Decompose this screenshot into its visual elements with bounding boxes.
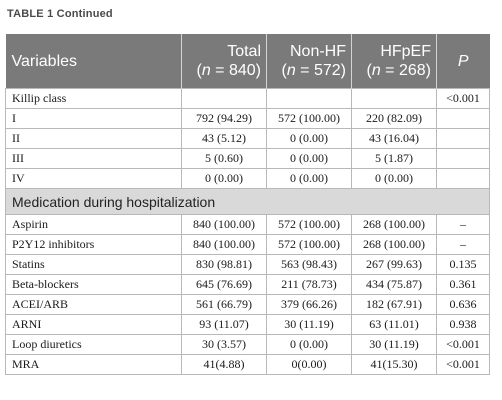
header-variables: Variables (5, 34, 182, 89)
table-row: MRA 41(4.88) 0(0.00) 41(15.30) <0.001 (5, 354, 490, 375)
p-value-cell: <0.001 (436, 88, 490, 109)
data-table: Variables Total (n = 840) Non-HF (n = 57… (5, 34, 490, 375)
hfpef-cell: 267 (99.63) (351, 254, 437, 275)
p-value-cell: <0.001 (436, 354, 490, 375)
non-hf-cell: 572 (100.00) (266, 234, 352, 255)
table-row: Killip class <0.001 (5, 88, 490, 109)
total-cell: 41(4.88) (181, 354, 267, 375)
p-value-cell (436, 128, 490, 149)
table-caption: TABLE 1 Continued (7, 8, 113, 20)
total-cell: 792 (94.29) (181, 108, 267, 129)
table-row: Loop diuretics 30 (3.57) 0 (0.00) 30 (11.19… (5, 334, 490, 355)
non-hf-cell (266, 88, 352, 109)
header-label: Variables (11, 52, 78, 70)
non-hf-cell: 30 (11.19) (266, 314, 352, 335)
p-value-cell: – (436, 214, 490, 235)
hfpef-cell: 434 (75.87) (351, 274, 437, 295)
total-cell: 645 (76.69) (181, 274, 267, 295)
header-label: Non-HF (289, 43, 346, 60)
hfpef-cell: 43 (16.04) (351, 128, 437, 149)
table-row: II 43 (5.12) 0 (0.00) 43 (16.04) (5, 128, 490, 149)
variable-cell: II (5, 128, 182, 149)
p-value-cell: 0.135 (436, 254, 490, 275)
header-sample-size: (n = 840) (196, 62, 262, 79)
hfpef-cell: 30 (11.19) (351, 334, 437, 355)
non-hf-cell: 0 (0.00) (266, 148, 352, 169)
non-hf-cell: 572 (100.00) (266, 108, 352, 129)
hfpef-cell: 5 (1.87) (351, 148, 437, 169)
variable-cell: Killip class (5, 88, 182, 109)
non-hf-cell: 379 (66.26) (266, 294, 352, 315)
non-hf-cell: 563 (98.43) (266, 254, 352, 275)
table-row: I 792 (94.29) 572 (100.00) 220 (82.09) (5, 108, 490, 129)
header-label: Total (227, 43, 261, 60)
table-row: Aspirin 840 (100.00) 572 (100.00) 268 (100.… (5, 214, 490, 235)
p-value-cell (436, 148, 490, 169)
variable-cell: IV (5, 168, 182, 189)
total-cell: 830 (98.81) (181, 254, 267, 275)
header-row: Variables Total (n = 840) Non-HF (n = 57… (5, 34, 490, 89)
variable-cell: MRA (5, 354, 182, 375)
non-hf-cell: 211 (78.73) (266, 274, 352, 295)
variable-cell: ARNI (5, 314, 182, 335)
header-label: HFpEF (380, 43, 431, 60)
table-row: Beta-blockers 645 (76.69) 211 (78.73) 434 (… (5, 274, 490, 295)
variable-cell: Aspirin (5, 214, 182, 235)
variable-cell: ACEI/ARB (5, 294, 182, 315)
section-row: Medication during hospitalization (5, 188, 490, 215)
total-cell (181, 88, 267, 109)
table-body: Killip class <0.001 I 792 (94.29) 572 (100.0… (5, 88, 490, 375)
header-label: P (457, 52, 469, 70)
total-cell: 561 (66.79) (181, 294, 267, 315)
non-hf-cell: 0 (0.00) (266, 334, 352, 355)
p-value-cell: 0.361 (436, 274, 490, 295)
total-cell: 0 (0.00) (181, 168, 267, 189)
non-hf-cell: 572 (100.00) (266, 214, 352, 235)
total-cell: 30 (3.57) (181, 334, 267, 355)
total-cell: 840 (100.00) (181, 214, 267, 235)
hfpef-cell (351, 88, 437, 109)
non-hf-cell: 0 (0.00) (266, 168, 352, 189)
variable-cell: Beta-blockers (5, 274, 182, 295)
table-row: Statins 830 (98.81) 563 (98.43) 267 (99.63)… (5, 254, 490, 275)
p-value-cell (436, 108, 490, 129)
hfpef-cell: 41(15.30) (351, 354, 437, 375)
variable-cell: Statins (5, 254, 182, 275)
p-value-cell: – (436, 234, 490, 255)
table-row: ACEI/ARB 561 (66.79) 379 (66.26) 182 (67.91… (5, 294, 490, 315)
total-cell: 5 (0.60) (181, 148, 267, 169)
header-sample-size: (n = 268) (366, 62, 432, 79)
hfpef-cell: 268 (100.00) (351, 234, 437, 255)
header-hfpef: HFpEF (n = 268) (351, 34, 437, 89)
table-row: III 5 (0.60) 0 (0.00) 5 (1.87) (5, 148, 490, 169)
table-row: P2Y12 inhibitors 840 (100.00) 572 (100.00)… (5, 234, 490, 255)
total-cell: 43 (5.12) (181, 128, 267, 149)
header-total: Total (n = 840) (181, 34, 267, 89)
hfpef-cell: 220 (82.09) (351, 108, 437, 129)
non-hf-cell: 0(0.00) (266, 354, 352, 375)
p-value-cell: 0.636 (436, 294, 490, 315)
non-hf-cell: 0 (0.00) (266, 128, 352, 149)
hfpef-cell: 268 (100.00) (351, 214, 437, 235)
hfpef-cell: 182 (67.91) (351, 294, 437, 315)
variable-cell: P2Y12 inhibitors (5, 234, 182, 255)
variable-cell: Loop diuretics (5, 334, 182, 355)
header-sample-size: (n = 572) (281, 62, 347, 79)
hfpef-cell: 0 (0.00) (351, 168, 437, 189)
variable-cell: I (5, 108, 182, 129)
table-header: Variables Total (n = 840) Non-HF (n = 57… (5, 34, 490, 89)
total-cell: 840 (100.00) (181, 234, 267, 255)
p-value-cell: 0.938 (436, 314, 490, 335)
total-cell: 93 (11.07) (181, 314, 267, 335)
header-non-hf: Non-HF (n = 572) (266, 34, 352, 89)
table-row: ARNI 93 (11.07) 30 (11.19) 63 (11.01) 0.938 (5, 314, 490, 335)
p-value-cell (436, 168, 490, 189)
header-p-value: P (436, 34, 490, 89)
hfpef-cell: 63 (11.01) (351, 314, 437, 335)
p-value-cell: <0.001 (436, 334, 490, 355)
variable-cell: III (5, 148, 182, 169)
table-row: IV 0 (0.00) 0 (0.00) 0 (0.00) (5, 168, 490, 189)
section-label: Medication during hospitalization (5, 188, 490, 215)
